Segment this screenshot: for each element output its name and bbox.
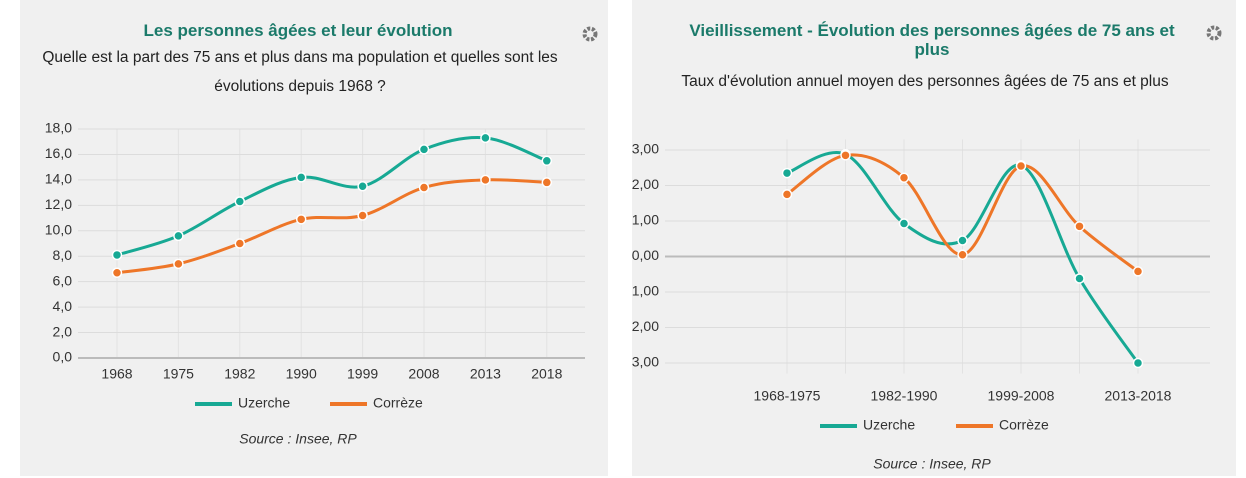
data-point: [781, 189, 793, 200]
x-tick-label: 2018: [531, 366, 562, 382]
y-tick-label: 16,0: [45, 145, 72, 161]
legend-label: Uzerche: [238, 395, 290, 411]
chart-panel: 0,0 2,0 4,0 6,0 8,0 10,0 12,0 14,0 16,0 18,0 1968 1…: [20, 0, 608, 476]
legend-label: Corrèze: [373, 395, 423, 411]
data-point: [898, 218, 910, 229]
x-tick-label: 1968-1975: [754, 388, 821, 404]
series-line: [116, 178, 547, 275]
data-point: [173, 258, 184, 270]
legend-label: Corrèze: [999, 417, 1049, 433]
data-point: [541, 177, 553, 188]
y-tick-label: 2,0: [53, 323, 73, 339]
data-point: [480, 174, 491, 186]
x-tick-label: 1968: [101, 366, 132, 382]
chart-subtitle: Taux d'évolution annuel moyen des person…: [681, 73, 1169, 90]
data-point: [480, 132, 491, 144]
data-point: [898, 172, 910, 183]
y-tick-label: 14,0: [45, 171, 72, 187]
source-note: Source : Insee, RP: [239, 431, 357, 447]
y-tick-label: 3,00: [632, 141, 659, 157]
y-tick-label: 12,0: [45, 196, 72, 212]
data-point: [781, 167, 793, 179]
data-point: [957, 235, 968, 246]
data-point: [234, 238, 246, 249]
settings-icon[interactable]: [582, 26, 598, 42]
y-tick-label: - 2,00: [632, 318, 659, 334]
legend-label: Uzerche: [863, 417, 915, 433]
data-point: [418, 182, 430, 193]
x-tick-label: 1975: [163, 366, 194, 382]
x-tick-label: 1999: [347, 366, 378, 382]
y-tick-label: - 3,00: [632, 354, 659, 370]
y-tick-label: 10,0: [45, 221, 72, 237]
x-tick-label: 2013: [470, 366, 501, 382]
data-point: [357, 210, 368, 221]
y-tick-label: 18,0: [45, 120, 72, 136]
data-point: [111, 267, 123, 279]
y-tick-label: 0,0: [53, 349, 73, 365]
data-point: [1132, 357, 1144, 369]
data-point: [418, 144, 430, 155]
data-point: [295, 214, 307, 225]
chart-title: Les personnes âgées et leur évolution: [143, 21, 453, 40]
data-point: [173, 230, 184, 242]
settings-icon[interactable]: [1206, 25, 1222, 41]
y-tick-label: - 1,00: [632, 283, 659, 299]
data-point: [957, 249, 968, 260]
data-point: [840, 150, 851, 161]
data-point: [295, 172, 307, 183]
data-point: [1132, 266, 1144, 277]
chart-subtitle: Quelle est la part des 75 ans et plus da…: [42, 49, 558, 95]
x-tick-label: 2013-2018: [1105, 388, 1172, 404]
data-point: [1074, 273, 1085, 284]
data-point: [1074, 221, 1085, 232]
y-tick-label: 4,0: [53, 298, 73, 314]
chart: 0,0 2,0 4,0 6,0 8,0 10,0 12,0 14,0 16,0 18,0 1968 1…: [45, 26, 598, 447]
data-point: [357, 181, 368, 192]
x-tick-label: 1990: [286, 366, 317, 382]
data-point: [234, 196, 246, 207]
y-tick-label: 0,00: [632, 247, 659, 263]
y-tick-label: 1,00: [632, 212, 659, 228]
data-point: [1015, 160, 1027, 172]
x-tick-label: 2008: [408, 366, 439, 382]
x-tick-label: 1999-2008: [988, 388, 1055, 404]
y-tick-label: 6,0: [53, 272, 73, 288]
chart-title: Vieillissement - Évolution des personnes…: [689, 21, 1175, 59]
chart: - 3,00 - 2,00 - 1,00 0,00 1,00 2,00 3,00 1968-1…: [632, 25, 1222, 472]
y-tick-label: 2,00: [632, 176, 659, 192]
x-tick-label: 1982-1990: [871, 388, 938, 404]
data-point: [541, 155, 553, 167]
data-point: [111, 249, 123, 261]
source-note: Source : Insee, RP: [873, 456, 991, 472]
chart-panel: - 3,00 - 2,00 - 1,00 0,00 1,00 2,00 3,00 1968-1…: [632, 0, 1236, 476]
x-tick-label: 1982: [224, 366, 255, 382]
y-tick-label: 8,0: [53, 247, 73, 263]
